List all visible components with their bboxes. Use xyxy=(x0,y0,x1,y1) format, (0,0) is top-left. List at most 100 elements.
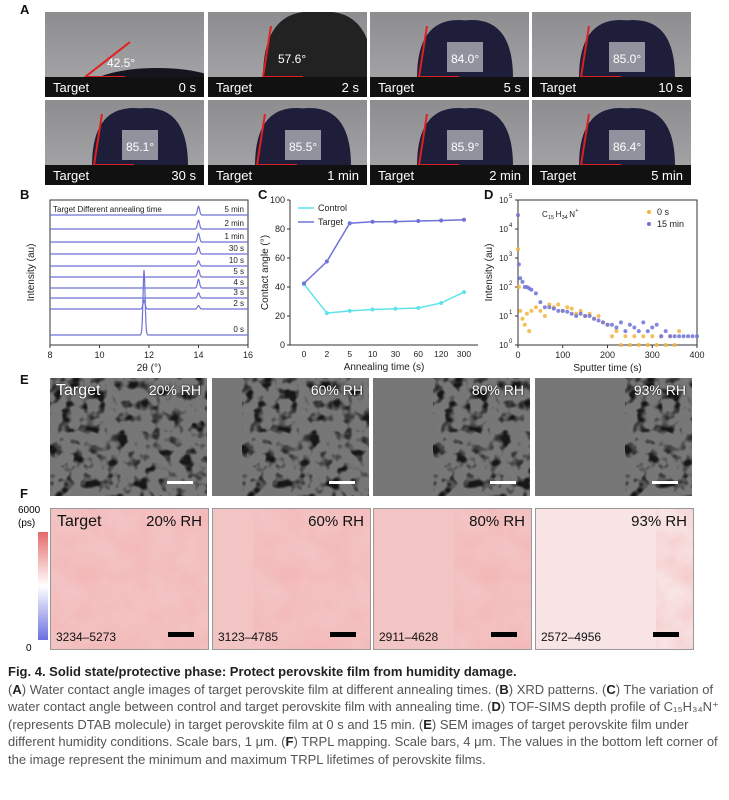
sample-label: Target xyxy=(216,80,253,95)
tangent-line xyxy=(256,113,266,166)
data-point xyxy=(416,219,421,224)
contact-angle-value: 85.1° xyxy=(126,140,155,154)
droplet-reflection xyxy=(609,42,645,72)
data-point xyxy=(614,329,619,334)
x-tick-label: 30 xyxy=(391,349,401,359)
caption-text: TRPL mapping. Scale bars, 4 μm. The valu… xyxy=(8,734,718,767)
time-label: 10 s xyxy=(658,80,683,95)
data-point xyxy=(654,322,659,327)
trpl-map: 80% RH 2911–4628 xyxy=(373,508,532,650)
droplet-reflection xyxy=(609,130,645,160)
caption-text: SEM images of target perovskite film und… xyxy=(8,716,689,750)
x-tick-label: 2 xyxy=(324,349,329,359)
x-tick-label: 16 xyxy=(243,350,253,360)
trace-label: 2 min xyxy=(224,219,244,228)
trpl-texture xyxy=(51,509,208,649)
label-bar: Target 2 min xyxy=(370,165,529,185)
y-tick-label: 20 xyxy=(275,311,285,321)
caption-paren: ) xyxy=(615,681,621,697)
colorbar-unit: (ps) xyxy=(18,518,36,529)
data-point xyxy=(663,343,668,347)
figure-caption: Fig. 4. Solid state/protective phase: Pr… xyxy=(8,663,723,768)
legend-label: Control xyxy=(318,203,347,213)
panel-label-c: C xyxy=(258,187,268,202)
caption-title: Fig. 4. Solid state/protective phase: Pr… xyxy=(8,664,517,679)
sample-label: Target xyxy=(57,513,102,530)
trace-label: 10 s xyxy=(229,256,244,265)
trace-label: 30 s xyxy=(229,244,244,253)
data-point xyxy=(529,287,534,292)
y-tick-label: 10 xyxy=(499,254,508,263)
annotation-part: N xyxy=(569,210,575,219)
scale-bar xyxy=(167,481,193,484)
droplet-image: 85.1° Target 30 s xyxy=(45,100,204,185)
caption-paren: ) xyxy=(431,716,437,732)
data-point xyxy=(686,334,691,339)
data-point xyxy=(623,334,628,339)
contact-angle-value: 42.5° xyxy=(107,56,136,70)
data-point xyxy=(650,325,655,330)
data-point xyxy=(556,302,561,307)
data-point xyxy=(547,302,552,307)
tangent-line xyxy=(580,113,590,166)
y-tick-label: 10 xyxy=(499,196,508,205)
y-tick-label: 10 xyxy=(499,283,508,292)
data-point xyxy=(393,219,398,224)
trace-label: 5 s xyxy=(233,267,244,276)
sem-texture xyxy=(535,378,692,496)
data-point xyxy=(516,213,520,218)
humidity-label: 80% RH xyxy=(471,382,524,398)
caption-paren: ( xyxy=(281,734,286,749)
xrd-trace xyxy=(50,259,248,267)
xrd-trace xyxy=(50,278,248,289)
data-point xyxy=(569,306,574,311)
caption-paren: ( xyxy=(602,681,607,697)
lifetime-range: 2911–4628 xyxy=(379,630,439,644)
humidity-label: 93% RH xyxy=(633,382,686,398)
lifetime-range: 2572–4956 xyxy=(541,630,602,644)
data-point xyxy=(695,334,699,339)
time-label: 2 s xyxy=(341,80,359,95)
panel-label-d: D xyxy=(484,187,494,202)
data-point xyxy=(663,329,668,334)
scale-bar xyxy=(329,481,355,484)
data-point xyxy=(578,308,583,313)
data-point xyxy=(632,325,637,330)
caption-panel-ref: D xyxy=(491,699,501,714)
x-tick-label: 12 xyxy=(144,350,154,360)
annotation-part: + xyxy=(575,208,578,214)
data-point xyxy=(574,314,579,318)
caption-panel-ref: A xyxy=(12,681,22,697)
lifetime-range: 3123–4785 xyxy=(218,630,279,644)
xrd-trace xyxy=(50,205,248,216)
trpl-map: 93% RH 2572–4956 xyxy=(535,508,694,650)
x-tick-label: 300 xyxy=(645,350,660,360)
caption-body: (A) Water contact angle images of target… xyxy=(8,681,723,769)
data-point xyxy=(681,334,686,339)
contact-angle-value: 85.0° xyxy=(613,52,642,66)
y-tick-label: 40 xyxy=(275,282,285,292)
data-point xyxy=(636,343,641,347)
data-point xyxy=(672,334,677,339)
contact-angle-value: 85.5° xyxy=(289,140,318,154)
y-tick-label: 80 xyxy=(275,224,285,234)
time-label: 0 s xyxy=(178,80,196,95)
annotation-part: 15 xyxy=(548,215,554,221)
sample-label: Target xyxy=(56,382,101,399)
label-bar: Target 1 min xyxy=(208,165,367,185)
xrd-trace xyxy=(50,232,248,243)
caption-paren: ) xyxy=(508,681,514,697)
data-point xyxy=(324,311,329,316)
data-point xyxy=(370,307,375,312)
trpl-map: 60% RH 3123–4785 xyxy=(212,508,371,650)
series-line xyxy=(303,283,465,314)
data-point xyxy=(520,316,525,321)
droplet-reflection xyxy=(447,130,483,160)
contact-angle-value: 57.6° xyxy=(278,52,307,66)
data-point xyxy=(439,218,444,223)
xrd-trace xyxy=(50,269,248,336)
droplet-drawing xyxy=(417,108,513,166)
y-tick-exponent: 4 xyxy=(509,223,513,229)
